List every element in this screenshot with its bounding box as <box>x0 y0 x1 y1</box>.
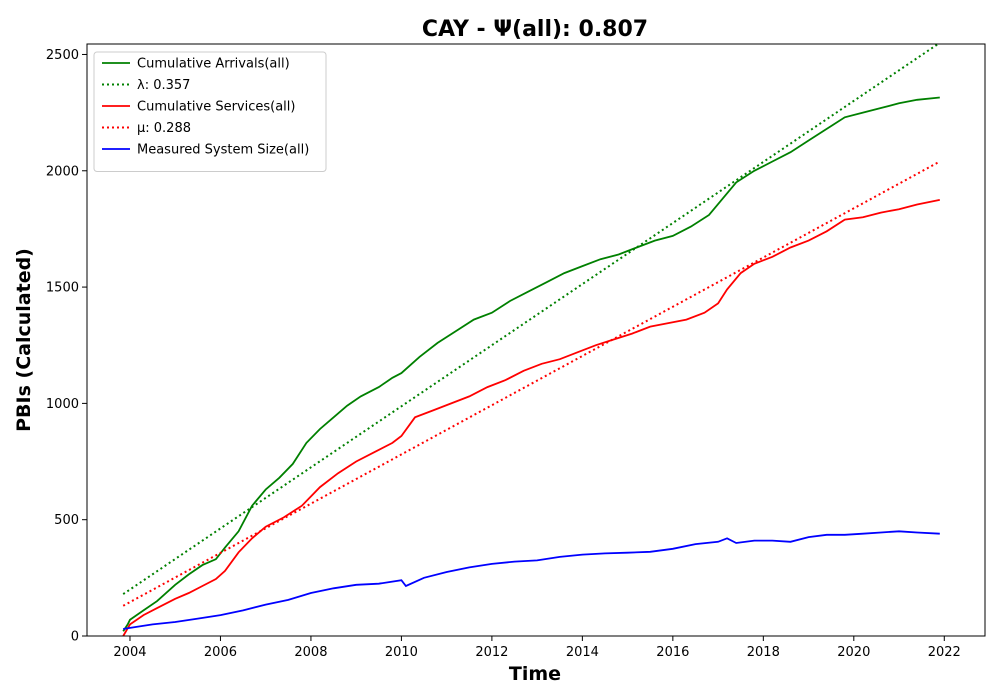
y-tick-label: 2500 <box>46 48 79 63</box>
y-tick-label: 1000 <box>46 397 79 412</box>
x-tick-label: 2008 <box>294 645 327 660</box>
x-tick-label: 2010 <box>385 645 418 660</box>
x-tick-label: 2014 <box>566 645 599 660</box>
legend-label: λ: 0.357 <box>137 78 190 93</box>
chart-title: CAY - Ψ(all): 0.807 <box>422 17 648 42</box>
x-tick-label: 2012 <box>475 645 508 660</box>
legend-label: Cumulative Arrivals(all) <box>137 57 290 72</box>
y-tick-label: 1500 <box>46 281 79 296</box>
y-tick-label: 500 <box>54 513 79 528</box>
x-tick-label: 2022 <box>928 645 961 660</box>
legend-label: Measured System Size(all) <box>137 143 309 158</box>
y-axis: 0 500 1000 1500 2000 2500 <box>46 48 87 645</box>
y-tick-label: 0 <box>71 630 79 645</box>
x-tick-label: 2020 <box>837 645 870 660</box>
x-tick-label: 2018 <box>747 645 780 660</box>
x-axis-label: Time <box>509 663 561 685</box>
x-tick-label: 2004 <box>113 645 146 660</box>
legend: Cumulative Arrivals(all) λ: 0.357 Cumulati… <box>94 52 326 172</box>
x-axis: 2004 2006 2008 2010 2012 2014 2016 2018 2020 2022 <box>113 636 960 660</box>
y-tick-label: 2000 <box>46 164 79 179</box>
legend-label: μ: 0.288 <box>137 121 191 136</box>
x-tick-label: 2016 <box>656 645 689 660</box>
y-axis-label: PBIs (Calculated) <box>13 248 35 432</box>
legend-label: Cumulative Services(all) <box>137 100 295 115</box>
x-tick-label: 2006 <box>204 645 237 660</box>
